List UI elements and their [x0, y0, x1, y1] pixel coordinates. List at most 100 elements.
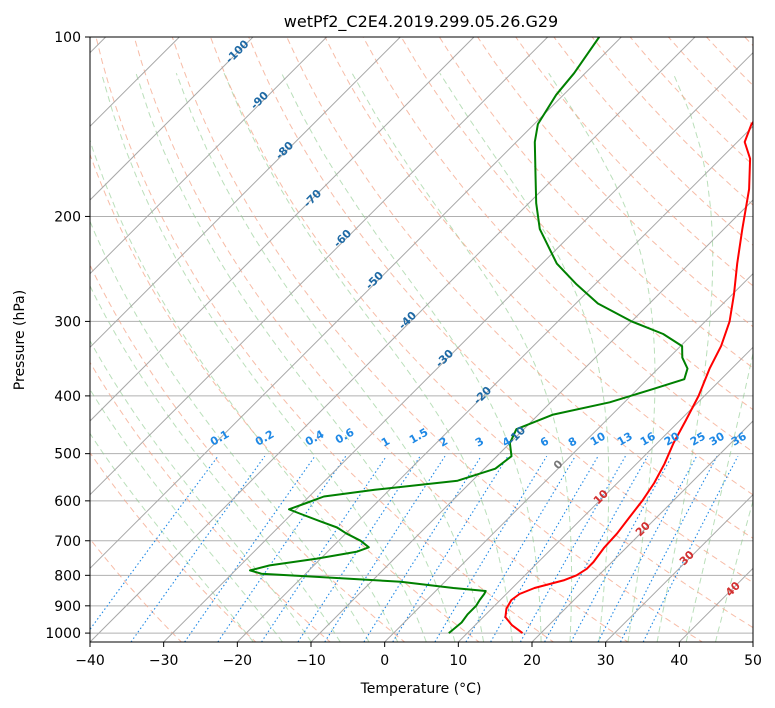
moist-adiabat-line [685, 351, 753, 642]
isotherm-line [163, 51, 753, 642]
y-tick-label: 100 [54, 30, 81, 46]
mixing-ratio-line [642, 455, 739, 642]
y-axis-label: Pressure (hPa) [12, 290, 28, 390]
moist-adiabat-line [439, 72, 610, 642]
x-tick-label: −30 [149, 653, 179, 669]
mixing-ratio-line [261, 455, 387, 642]
dry-adiabat-line [438, 37, 753, 369]
dry-adiabat-line [90, 152, 480, 642]
mixing-ratio-line [490, 455, 599, 642]
x-tick-label: −20 [223, 653, 253, 669]
isotherm-line [90, 37, 328, 275]
isotherm-line [236, 125, 753, 642]
isotherm-line [90, 37, 622, 570]
y-tick-label: 900 [54, 599, 81, 615]
isotherm-line [90, 37, 254, 201]
mixing-ratio-line [392, 455, 509, 642]
plot-frame [89, 36, 754, 643]
x-tick-label: 10 [449, 653, 467, 669]
y-tick-label: 200 [54, 209, 81, 225]
isotherm-line [90, 37, 549, 496]
isotherm-line [90, 37, 475, 422]
dry-adiabat-label: -80 [273, 139, 296, 162]
x-tick-label: 0 [380, 653, 389, 669]
moist-adiabat-label: 0 [551, 457, 566, 472]
moist-adiabat-line [223, 73, 513, 642]
y-tick-label: 300 [54, 314, 81, 330]
mixing-ratio-line [465, 455, 576, 642]
dry-adiabat-line [248, 37, 753, 584]
x-axis-label: Temperature (°C) [360, 681, 482, 697]
dry-adiabat-line [210, 37, 753, 629]
y-tick-label: 500 [54, 447, 81, 463]
dry-adiabat-line [400, 37, 753, 411]
mixing-ratio-line [434, 455, 548, 642]
moist-adiabat-label: 40 [723, 579, 743, 599]
dry-adiabat-line [171, 37, 704, 642]
moist-adiabat-line [90, 339, 312, 642]
mixing-ratio-label: 25 [688, 430, 708, 449]
mixing-ratio-line [90, 455, 219, 631]
moist-adiabat-line [351, 72, 573, 642]
x-tick-label: 30 [597, 653, 615, 669]
mixing-ratio-label: 3 [473, 435, 486, 450]
dry-adiabat-line [515, 37, 753, 287]
mixing-ratio-label: 0.4 [303, 427, 327, 448]
dry-adiabat-line [286, 37, 753, 539]
isotherm-line [752, 641, 753, 642]
chart-title: wetPf2_C2E4.2019.299.05.26.G29 [284, 12, 558, 32]
dewpoint-profile-line [249, 37, 689, 634]
moist-adiabat-line [135, 73, 456, 642]
dry-adiabat-label: -30 [433, 347, 456, 370]
moist-adiabat-line [715, 499, 753, 642]
dry-adiabat-line [90, 451, 257, 642]
mixing-ratio-label: 30 [707, 430, 727, 449]
isotherm-line [90, 37, 401, 349]
isotherm-line [310, 199, 753, 642]
mixing-ratio-label: 13 [615, 430, 635, 449]
dry-adiabat-label: -50 [363, 269, 386, 292]
y-tick-label: 1000 [45, 626, 81, 642]
dry-adiabat-label: -90 [248, 89, 271, 112]
x-tick-label: −10 [296, 653, 326, 669]
y-tick-label: 800 [54, 568, 81, 584]
dry-adiabat-line [90, 263, 406, 642]
mixing-ratio-line [519, 455, 626, 642]
isotherm-line [384, 272, 753, 642]
plot-area: 0.1 0.2 0.4 0.6 1 1.5 2 3 4 6 8 10 13 16 20 25 30 36-100-… [90, 37, 753, 642]
dry-adiabat-label: -60 [331, 227, 354, 250]
mixing-ratio-label: 8 [566, 435, 579, 450]
moist-adiabat-line [656, 73, 714, 642]
mixing-ratio-line [184, 455, 316, 642]
moist-adiabat-line [281, 72, 542, 642]
mixing-ratio-line [597, 455, 698, 642]
mixing-ratio-line [544, 455, 649, 642]
moist-adiabat-line [90, 138, 399, 642]
mixing-ratio-label: 0.6 [333, 425, 357, 446]
moist-adiabat-line [548, 72, 656, 642]
temperature-profile-line [504, 120, 753, 634]
y-tick-label: 700 [54, 534, 81, 550]
mixing-ratio-line [130, 455, 266, 642]
isotherm-line [605, 493, 753, 642]
mixing-ratio-line [570, 455, 673, 642]
mixing-ratio-line [297, 455, 421, 642]
moist-adiabat-line [90, 284, 341, 642]
isotherm-line [531, 420, 753, 642]
moist-adiabat-label: 10 [591, 487, 611, 507]
dry-adiabat-label: -100 [223, 37, 252, 66]
moist-adiabat-line [100, 73, 427, 642]
dry-adiabat-line [324, 37, 753, 496]
isotherm-line [90, 37, 696, 642]
dry-adiabat-label: -40 [396, 309, 419, 332]
x-tick-label: 40 [670, 653, 688, 669]
dry-adiabat-line [477, 37, 753, 328]
x-tick-label: 50 [744, 653, 762, 669]
dry-adiabat-line [133, 37, 629, 642]
moist-adiabat-line [90, 220, 370, 642]
dry-adiabat-line [95, 37, 555, 642]
mixing-ratio-label: 10 [588, 430, 608, 449]
moist-adiabat-line [90, 388, 283, 642]
